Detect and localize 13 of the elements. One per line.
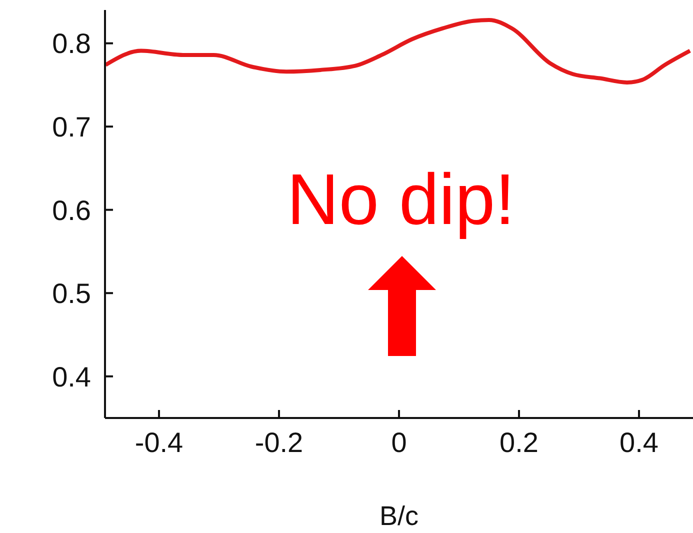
annotation: No dip! [286,159,516,242]
y-tick-label: 0.7 [52,112,91,143]
x-tick-label: 0 [391,426,407,458]
x-tick-label: -0.4 [134,426,184,458]
y-tick-label: 0.5 [52,278,91,310]
x-tick-label: -0.2 [254,426,304,458]
line-series [105,18,692,84]
x-axis-title: B/c [379,501,419,531]
x-tick-label: 0.2 [500,426,538,458]
y-tick-label: 0.6 [52,194,91,226]
y-tick-label: 0.8 [52,28,91,60]
x-tick-label: 0.4 [620,426,658,458]
y-tick-label: 0.4 [52,361,91,392]
